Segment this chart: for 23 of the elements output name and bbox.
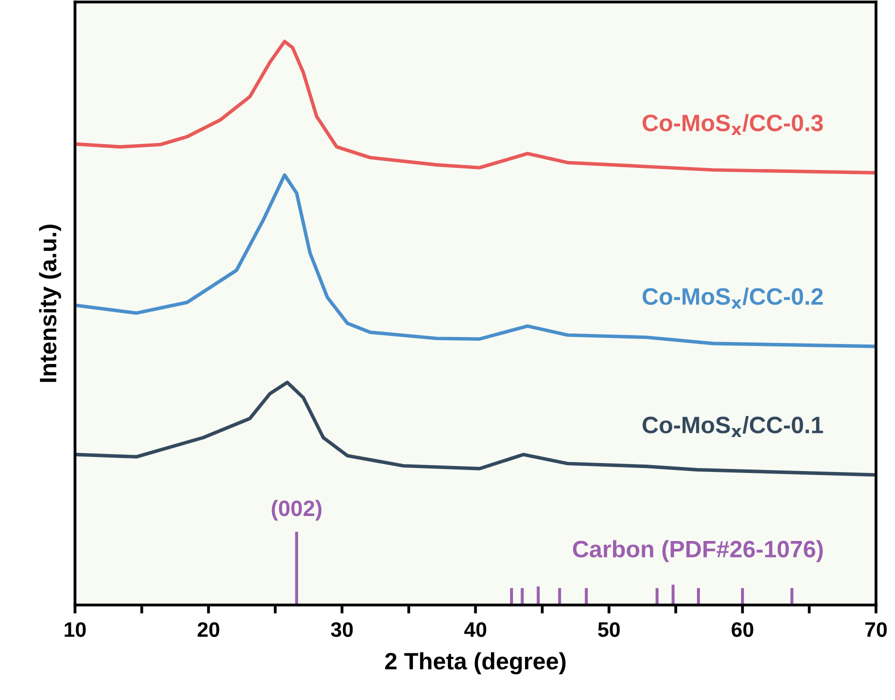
series-label: Co-MoS$_{x}$/CC-0.3 [642,114,823,135]
x-tick-label: 30 [330,622,353,637]
bar [656,588,659,605]
bar [741,588,744,605]
x-tick-label: 20 [198,622,220,637]
bar [584,588,588,605]
series-label: Carbon (PDF#26-1076) [572,540,823,562]
x-tick-label: 10 [64,622,86,637]
y-axis-title: Intensity (a.u.) [39,224,62,382]
bar [558,588,562,605]
annotation: (002) [272,500,322,521]
x-tick-label: 50 [598,622,620,637]
bar [510,588,514,605]
x-tick-label: 70 [865,622,887,637]
bar [672,584,675,605]
x-tick-label: 60 [732,622,754,637]
x-axis-title: 2 Theta (degree) [385,652,566,674]
series-label: Co-MoS$_{x}$/CC-0.2 [642,288,823,309]
bar [790,588,794,605]
series-label: Co-MoS$_{x}$/CC-0.1 [642,416,824,438]
bar [696,588,700,605]
x-tick-label: 40 [464,622,486,637]
bar [295,532,298,605]
